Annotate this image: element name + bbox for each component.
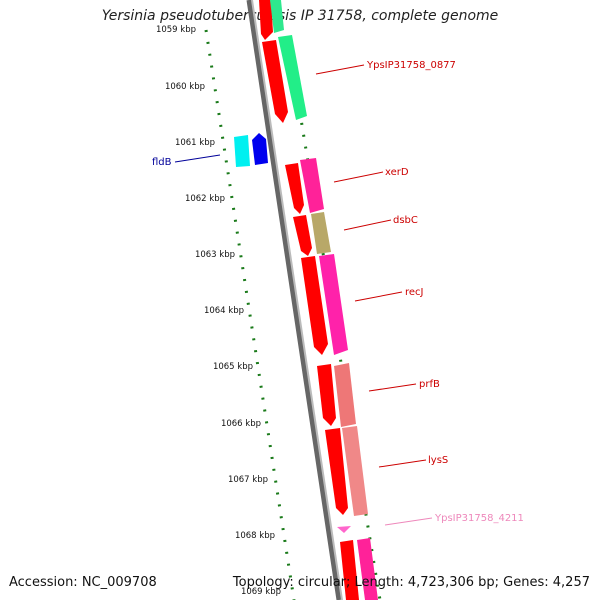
genome-summary-text: Topology: circular; Length: 4,723,306 bp… <box>232 575 590 590</box>
gene-labels: YpsIP31758_0877 fldB xerD dsbC recJ prfB… <box>152 60 524 524</box>
gene-red-5 <box>301 256 328 355</box>
scale-tick-1066: 1066 kbp <box>221 419 261 429</box>
gene-cyan <box>234 135 250 167</box>
gene-label-fldb: fldB <box>152 157 172 168</box>
scale-tick-1062: 1062 kbp <box>185 194 225 204</box>
gene-green-2 <box>278 35 307 120</box>
gene-label-lyss: lysS <box>428 455 448 466</box>
cds-track-inner <box>259 0 359 600</box>
scale-tick-1064: 1064 kbp <box>204 306 244 316</box>
scale-tick-1059: 1059 kbp <box>156 25 196 35</box>
leader-xerd <box>333 171 384 183</box>
gene-label-ypsip31758-0877: YpsIP31758_0877 <box>366 60 456 71</box>
leader-lines <box>174 64 433 526</box>
gene-4211 <box>337 526 351 533</box>
backbone-light <box>251 0 343 600</box>
scale-tick-1067: 1067 kbp <box>228 475 268 485</box>
leader-4211 <box>384 517 433 526</box>
gene-red-3 <box>285 163 304 214</box>
gene-red-6 <box>317 364 336 426</box>
scale-tick-1068: 1068 kbp <box>235 531 275 541</box>
gene-label-prfb: prfB <box>419 379 440 390</box>
scale-tick-1069: 1069 kbp <box>241 587 281 597</box>
cds-track-outer <box>270 0 378 600</box>
leader-prfb <box>368 383 417 392</box>
genome-title: Yersinia pseudotuberculosis IP 31758, co… <box>101 8 499 24</box>
gene-pink-last <box>357 538 378 600</box>
gene-xerd <box>300 158 324 213</box>
fldb-genes <box>234 133 268 167</box>
leader-fldb <box>174 154 221 163</box>
scale-dotted-line <box>204 29 296 600</box>
gene-red-7 <box>325 428 348 515</box>
leader-lyss <box>378 459 427 468</box>
gene-green-1 <box>270 0 284 33</box>
gene-red-2 <box>262 40 288 123</box>
gene-fldb <box>252 133 268 165</box>
scale-track <box>204 29 382 600</box>
scale-tick-1065: 1065 kbp <box>213 362 253 372</box>
gene-red-4 <box>293 215 312 256</box>
gene-lyss <box>342 426 368 516</box>
gene-label-xerd: xerD <box>385 167 409 178</box>
gene-label-dsbc: dsbC <box>393 215 418 226</box>
gene-label-ypsip31758-4211: YpsIP31758_4211 <box>434 513 524 524</box>
gene-red-8 <box>340 540 359 600</box>
gene-label-recj: recJ <box>405 287 424 298</box>
backbone-dark <box>246 0 342 600</box>
accession-text: Accession: NC_009708 <box>9 575 157 590</box>
scale-tick-1060: 1060 kbp <box>165 82 205 92</box>
gene-recj <box>319 254 348 355</box>
gene-dsbc <box>311 212 331 254</box>
backbone <box>246 0 343 600</box>
leader-0877 <box>315 64 365 75</box>
scale-tick-1063: 1063 kbp <box>195 250 235 260</box>
scale-tick-1061: 1061 kbp <box>175 138 215 148</box>
gene-red-1 <box>259 0 273 40</box>
scale-labels: 1059 kbp 1060 kbp 1061 kbp 1062 kbp 1063… <box>156 25 281 597</box>
gene-prfb <box>334 363 356 427</box>
leader-recj <box>354 291 403 302</box>
leader-dsbc <box>343 219 392 231</box>
